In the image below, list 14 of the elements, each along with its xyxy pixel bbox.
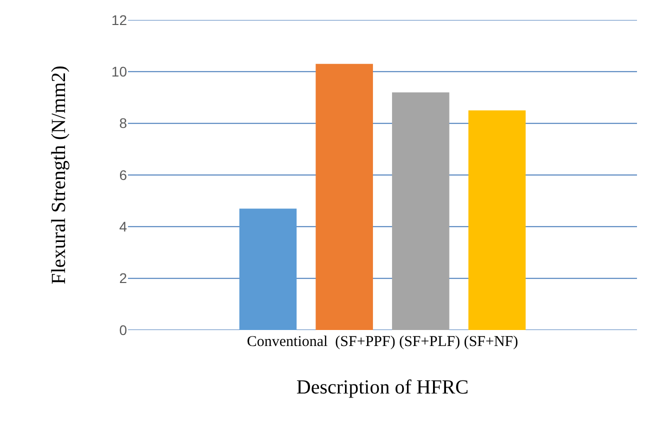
y-tick-label: 10 — [111, 64, 128, 80]
bar — [468, 110, 526, 330]
y-tick-label: 2 — [119, 270, 128, 286]
bar — [239, 208, 297, 330]
y-tick-label: 6 — [119, 166, 128, 183]
x-tick-label: Conventional (SF+PPF) (SF+PLF) (SF+NF) — [246, 334, 518, 350]
bar — [392, 92, 450, 330]
x-axis-title: Description of HFRC — [296, 376, 469, 398]
y-tick-label: 0 — [119, 322, 128, 338]
y-tick-label: 4 — [119, 218, 128, 235]
y-axis-title: Flexural Strength (N/mm2) — [48, 66, 70, 284]
y-tick-label: 12 — [111, 12, 128, 28]
bar — [316, 64, 373, 330]
y-tick-label: 8 — [119, 115, 128, 132]
